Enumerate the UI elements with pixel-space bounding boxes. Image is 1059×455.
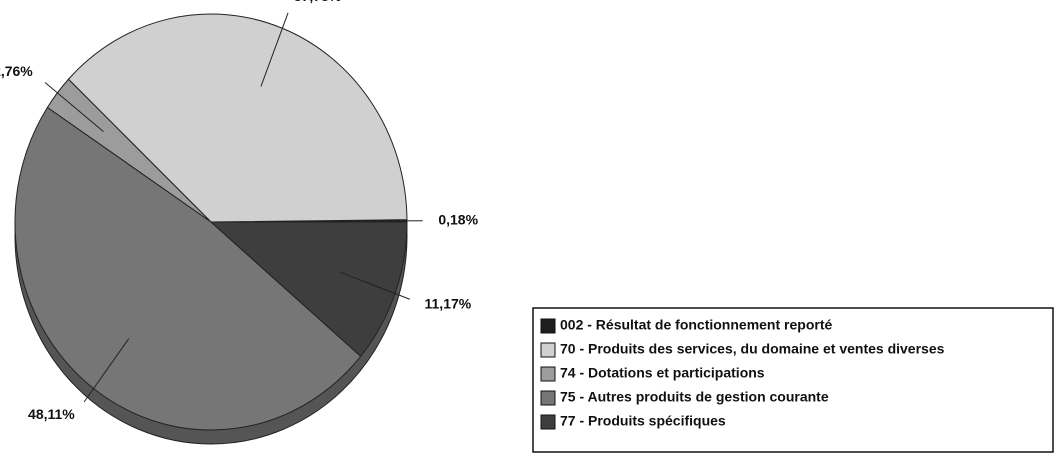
legend-label: 70 - Produits des services, du domaine e… [560,341,945,357]
data-label: 37,78% [294,0,342,4]
legend-label: 77 - Produits spécifiques [560,413,726,429]
legend-swatch [540,366,556,382]
legend-swatch [540,390,556,406]
legend-label: 75 - Autres produits de gestion courante [560,389,829,405]
legend-label: 002 - Résultat de fonctionnement reporté [560,317,832,333]
legend-swatch [540,318,556,334]
data-label: 11,17% [425,296,472,312]
data-label: 2,76% [0,63,33,79]
leader-line [44,82,104,132]
data-label: 0,18% [438,211,478,227]
legend-box [532,307,1054,453]
leader-line [339,271,410,300]
legend-swatch [540,342,556,358]
leader-line [83,338,130,403]
data-label: 48,11% [28,406,75,422]
legend-label: 74 - Dotations et participations [560,365,765,381]
leader-line [260,12,289,87]
legend-swatch [540,414,556,430]
